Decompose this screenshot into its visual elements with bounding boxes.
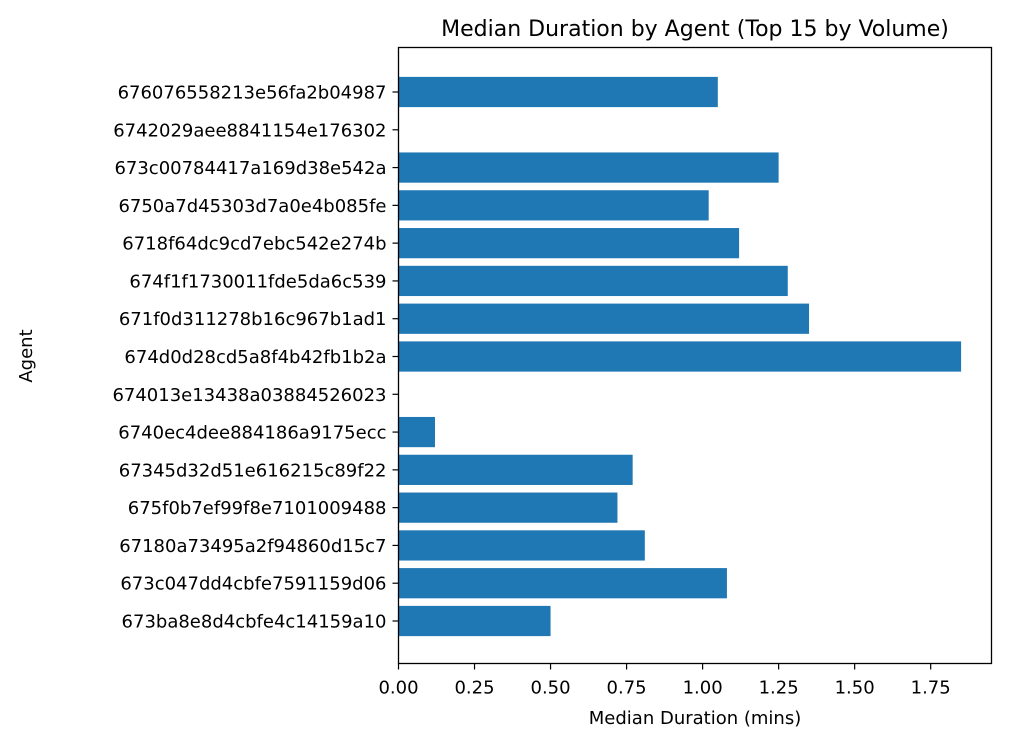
plot-area-frame — [397, 46, 993, 665]
bar — [398, 454, 633, 485]
x-tick-label: 0.75 — [607, 678, 647, 699]
y-tick-label: 674013e13438a03884526023 — [112, 385, 386, 406]
x-axis: 0.00 0.25 0.50 0.75 1.00 1.25 1.50 1.75 — [378, 663, 951, 699]
y-tick-label: 6718f64dc9cd7ebc542e274b — [122, 234, 386, 255]
bar — [398, 76, 718, 108]
bar — [398, 416, 435, 448]
bar — [398, 492, 618, 523]
y-tick-label: 673c00784417a169d38e542a — [114, 158, 386, 179]
bar — [398, 265, 788, 297]
y-tick-label: 675f0b7ef99f8e7101009488 — [128, 498, 387, 519]
y-tick-label: 671f0d311278b16c967b1ad1 — [119, 309, 387, 330]
bar — [398, 530, 645, 561]
y-tick-label: 67345d32d51e616215c89f22 — [119, 460, 387, 481]
x-tick-label: 1.50 — [835, 678, 875, 699]
y-tick-label: 673c047dd4cbfe7591159d06 — [120, 574, 386, 595]
bars-group — [398, 76, 962, 637]
bar — [398, 303, 810, 334]
bar — [398, 605, 551, 637]
x-tick-label: 0.25 — [454, 678, 494, 699]
y-tick-label: 674f1f1730011fde5da6c539 — [129, 271, 386, 292]
y-axis-label: Agent — [16, 329, 37, 382]
y-tick-label: 6742029aee8841154e176302 — [113, 120, 386, 141]
x-tick-label: 1.00 — [683, 678, 723, 699]
y-tick-label: 674d0d28cd5a8f4b42fb1b2a — [124, 347, 386, 368]
y-tick-label: 676076558213e56fa2b04987 — [118, 83, 387, 104]
x-axis-label: Median Duration (mins) — [589, 708, 801, 729]
y-tick-label: 67180a73495a2f94860d15c7 — [119, 536, 386, 557]
x-tick-label: 1.25 — [759, 678, 799, 699]
x-tick-label: 0.00 — [378, 678, 418, 699]
x-tick-label: 1.75 — [911, 678, 951, 699]
y-tick-label: 6740ec4dee884186a9175ecc — [118, 423, 386, 444]
y-tick-label: 673ba8e8d4cbfe4c14159a10 — [122, 612, 387, 633]
bar — [398, 228, 740, 259]
bar — [398, 152, 779, 183]
chart-title: Median Duration by Agent (Top 15 by Volu… — [441, 17, 949, 42]
y-tick-label: 6750a7d45303d7a0e4b085fe — [118, 196, 386, 217]
y-axis: 676076558213e56fa2b04987 6742029aee884115… — [112, 83, 399, 633]
bar — [398, 190, 709, 221]
x-tick-label: 0.50 — [531, 678, 571, 699]
bar — [398, 341, 962, 372]
bar — [398, 568, 727, 599]
